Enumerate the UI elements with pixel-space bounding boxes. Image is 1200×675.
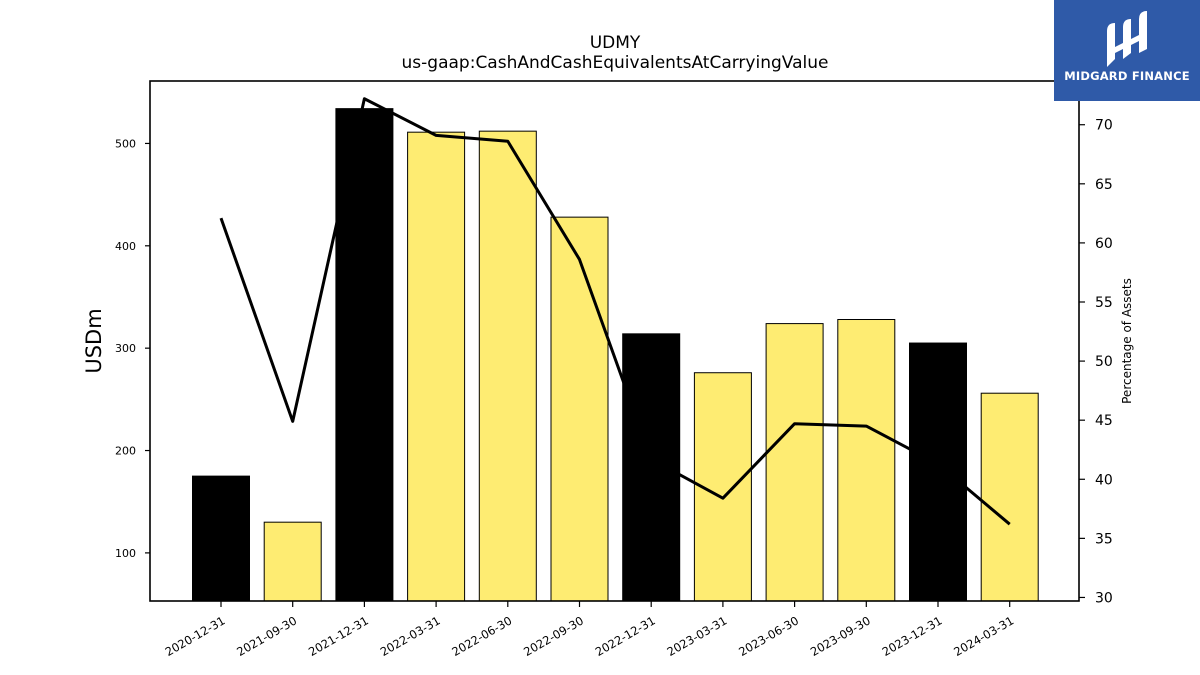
bar-2022-03-31 — [407, 131, 466, 602]
left-axis: 100 200 300 400 500 — [115, 137, 150, 560]
x-tick-label: 2022-12-31 — [593, 613, 658, 659]
x-tick-label: 2022-09-30 — [521, 613, 586, 659]
y-axis-label: USDm — [82, 308, 106, 373]
bar-2023-09-30 — [837, 319, 896, 602]
plot-frame — [149, 80, 1080, 602]
x-tick-label: 2021-09-30 — [234, 613, 299, 659]
logo-mark-icon — [1107, 11, 1147, 67]
y-tick-label: 100 — [115, 547, 136, 560]
logo-text: MIDGARD FINANCE — [1064, 69, 1190, 83]
bar-2022-06-30 — [478, 130, 537, 602]
y2-tick-label: 65 — [1095, 177, 1113, 193]
y-tick-label: 200 — [115, 445, 136, 458]
bar-2023-06-30 — [765, 323, 824, 602]
x-tick-label: 2022-03-31 — [378, 613, 443, 659]
y2-tick-label: 45 — [1095, 413, 1113, 429]
bar-2021-09-30 — [263, 521, 322, 602]
x-tick-label: 2020-12-31 — [163, 613, 228, 659]
bar-series — [192, 108, 1039, 602]
chart-title: UDMY — [590, 33, 641, 53]
y-tick-label: 400 — [115, 240, 136, 253]
bar-2024-03-31 — [980, 392, 1039, 602]
x-tick-label: 2023-09-30 — [808, 613, 873, 659]
bar-2022-09-30 — [550, 216, 609, 602]
x-axis: 2020-12-31 2021-09-30 2021-12-31 2022-03-31… — [163, 601, 1016, 659]
y2-tick-label: 35 — [1095, 531, 1113, 547]
bar-2020-12-31 — [192, 475, 250, 602]
chart-subtitle: us-gaap:CashAndCashEquivalentsAtCarrying… — [402, 53, 829, 73]
x-tick-label: 2021-12-31 — [306, 613, 371, 659]
y2-tick-label: 50 — [1095, 354, 1113, 370]
y-tick-label: 300 — [115, 342, 136, 355]
midgard-finance-logo: MIDGARD FINANCE — [1054, 0, 1200, 101]
y2-tick-label: 30 — [1095, 590, 1113, 606]
y2-axis-label: Percentage of Assets — [1120, 278, 1134, 404]
x-tick-label: 2023-03-31 — [665, 613, 730, 659]
x-tick-label: 2023-06-30 — [736, 613, 801, 659]
x-tick-label: 2024-03-31 — [951, 613, 1016, 659]
y-tick-label: 500 — [115, 137, 136, 150]
percentage-line — [219, 97, 1011, 526]
y2-tick-label: 60 — [1095, 236, 1113, 252]
y2-tick-label: 55 — [1095, 295, 1113, 311]
y2-tick-label: 40 — [1095, 472, 1113, 488]
bar-2022-12-31 — [622, 333, 681, 602]
bar-2023-12-31 — [909, 342, 967, 602]
right-axis: 30 35 40 45 50 55 60 65 70 — [1079, 118, 1113, 606]
x-tick-label: 2023-12-31 — [880, 613, 945, 659]
x-tick-label: 2022-06-30 — [449, 613, 514, 659]
y2-tick-label: 70 — [1095, 118, 1113, 134]
